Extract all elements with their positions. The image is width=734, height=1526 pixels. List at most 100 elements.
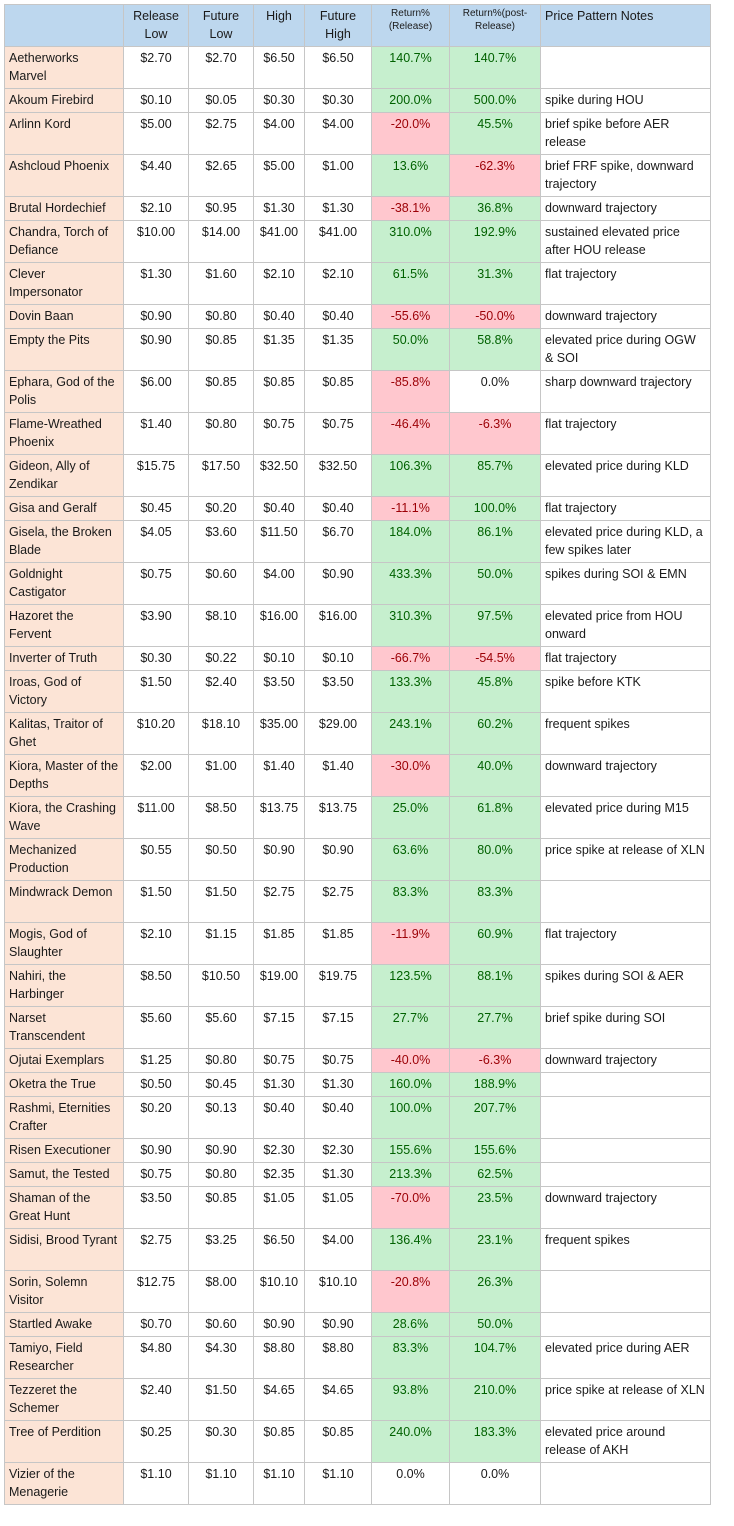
table-row: Oketra the True $0.50 $0.45 $1.30 $1.30 160.0… <box>4 1072 711 1097</box>
future-high-cell: $0.85 <box>304 1420 372 1463</box>
card-name-cell: Nahiri, the Harbinger <box>4 964 124 1007</box>
return-release-cell: 93.8% <box>371 1378 450 1421</box>
future-low-cell: $0.05 <box>188 88 254 113</box>
release-low-cell: $8.50 <box>123 964 189 1007</box>
card-name-cell: Risen Executioner <box>4 1138 124 1163</box>
future-high-cell: $0.40 <box>304 1096 372 1139</box>
return-post-release-cell: 0.0% <box>449 370 541 413</box>
return-release-cell: 136.4% <box>371 1228 450 1271</box>
table-row: Flame-Wreathed Phoenix $1.40 $0.80 $0.75 $0.… <box>4 412 711 455</box>
price-pattern-notes-cell <box>540 1312 711 1337</box>
table-row: Ojutai Exemplars $1.25 $0.80 $0.75 $0.75 -40.… <box>4 1048 711 1073</box>
release-low-cell: $1.25 <box>123 1048 189 1073</box>
return-post-release-cell: 50.0% <box>449 1312 541 1337</box>
release-low-cell: $12.75 <box>123 1270 189 1313</box>
high-cell: $0.40 <box>253 1096 305 1139</box>
future-low-cell: $2.65 <box>188 154 254 197</box>
high-cell: $8.80 <box>253 1336 305 1379</box>
high-cell: $2.75 <box>253 880 305 923</box>
return-release-cell: 83.3% <box>371 1336 450 1379</box>
high-cell: $19.00 <box>253 964 305 1007</box>
return-post-release-cell: 23.5% <box>449 1186 541 1229</box>
table-row: Tezzeret the Schemer $2.40 $1.50 $4.65 $4.65… <box>4 1378 711 1421</box>
price-pattern-notes-cell: flat trajectory <box>540 262 711 305</box>
high-cell: $2.10 <box>253 262 305 305</box>
table-row: Ashcloud Phoenix $4.40 $2.65 $5.00 $1.00 13.6… <box>4 154 711 197</box>
card-name-cell: Ephara, God of the Polis <box>4 370 124 413</box>
price-pattern-notes-cell <box>540 1138 711 1163</box>
table-row: Chandra, Torch of Defiance $10.00 $14.00 $4… <box>4 220 711 263</box>
price-pattern-notes-cell: elevated price from HOU onward <box>540 604 711 647</box>
return-post-release-cell: 62.5% <box>449 1162 541 1187</box>
price-pattern-notes-cell: price spike at release of XLN <box>540 838 711 881</box>
high-cell: $0.30 <box>253 88 305 113</box>
high-cell: $1.10 <box>253 1462 305 1505</box>
table-row: Empty the Pits $0.90 $0.85 $1.35 $1.35 50.0% 5… <box>4 328 711 371</box>
return-release-cell: 13.6% <box>371 154 450 197</box>
release-low-cell: $1.30 <box>123 262 189 305</box>
card-name-cell: Shaman of the Great Hunt <box>4 1186 124 1229</box>
header-release-low: Release Low <box>123 4 189 47</box>
return-post-release-cell: 97.5% <box>449 604 541 647</box>
return-post-release-cell: 58.8% <box>449 328 541 371</box>
price-pattern-notes-cell: flat trajectory <box>540 922 711 965</box>
high-cell: $1.85 <box>253 922 305 965</box>
card-name-cell: Oketra the True <box>4 1072 124 1097</box>
release-low-cell: $0.90 <box>123 328 189 371</box>
price-pattern-notes-cell <box>540 1162 711 1187</box>
card-name-cell: Tezzeret the Schemer <box>4 1378 124 1421</box>
release-low-cell: $10.00 <box>123 220 189 263</box>
return-release-cell: -70.0% <box>371 1186 450 1229</box>
return-release-cell: -46.4% <box>371 412 450 455</box>
card-name-cell: Kiora, the Crashing Wave <box>4 796 124 839</box>
return-post-release-cell: -54.5% <box>449 646 541 671</box>
card-name-cell: Tree of Perdition <box>4 1420 124 1463</box>
future-low-cell: $3.60 <box>188 520 254 563</box>
table-row: Mindwrack Demon $1.50 $1.50 $2.75 $2.75 83.3%… <box>4 880 711 923</box>
card-name-cell: Gideon, Ally of Zendikar <box>4 454 124 497</box>
return-post-release-cell: 60.2% <box>449 712 541 755</box>
return-release-cell: 28.6% <box>371 1312 450 1337</box>
high-cell: $0.40 <box>253 496 305 521</box>
header-row: Release Low Future Low High Future High … <box>4 4 711 47</box>
header-return-post-release: Return%(post-Release) <box>449 4 541 47</box>
price-pattern-notes-cell: spike during HOU <box>540 88 711 113</box>
high-cell: $1.30 <box>253 196 305 221</box>
price-pattern-notes-cell: frequent spikes <box>540 712 711 755</box>
high-cell: $6.50 <box>253 1228 305 1271</box>
return-release-cell: 160.0% <box>371 1072 450 1097</box>
future-low-cell: $0.90 <box>188 1138 254 1163</box>
table-row: Arlinn Kord $5.00 $2.75 $4.00 $4.00 -20.0% 45.… <box>4 112 711 155</box>
return-post-release-cell: 207.7% <box>449 1096 541 1139</box>
price-pattern-notes-cell: downward trajectory <box>540 304 711 329</box>
price-pattern-notes-cell: sustained elevated price after HOU relea… <box>540 220 711 263</box>
release-low-cell: $0.30 <box>123 646 189 671</box>
return-release-cell: 310.0% <box>371 220 450 263</box>
high-cell: $10.10 <box>253 1270 305 1313</box>
table-row: Tamiyo, Field Researcher $4.80 $4.30 $8.80 $… <box>4 1336 711 1379</box>
release-low-cell: $2.70 <box>123 46 189 89</box>
table-row: Clever Impersonator $1.30 $1.60 $2.10 $2.10 6… <box>4 262 711 305</box>
return-release-cell: -11.1% <box>371 496 450 521</box>
return-release-cell: -30.0% <box>371 754 450 797</box>
release-low-cell: $0.50 <box>123 1072 189 1097</box>
future-low-cell: $0.30 <box>188 1420 254 1463</box>
header-future-low: Future Low <box>188 4 254 47</box>
high-cell: $0.90 <box>253 838 305 881</box>
future-low-cell: $2.70 <box>188 46 254 89</box>
future-low-cell: $1.60 <box>188 262 254 305</box>
return-post-release-cell: 61.8% <box>449 796 541 839</box>
return-post-release-cell: 155.6% <box>449 1138 541 1163</box>
future-high-cell: $0.10 <box>304 646 372 671</box>
future-high-cell: $1.30 <box>304 196 372 221</box>
return-release-cell: 133.3% <box>371 670 450 713</box>
release-low-cell: $0.25 <box>123 1420 189 1463</box>
return-post-release-cell: 140.7% <box>449 46 541 89</box>
table-row: Dovin Baan $0.90 $0.80 $0.40 $0.40 -55.6% -50.… <box>4 304 711 329</box>
high-cell: $0.40 <box>253 304 305 329</box>
future-low-cell: $18.10 <box>188 712 254 755</box>
future-low-cell: $1.15 <box>188 922 254 965</box>
future-low-cell: $2.75 <box>188 112 254 155</box>
return-release-cell: -85.8% <box>371 370 450 413</box>
return-release-cell: 0.0% <box>371 1462 450 1505</box>
